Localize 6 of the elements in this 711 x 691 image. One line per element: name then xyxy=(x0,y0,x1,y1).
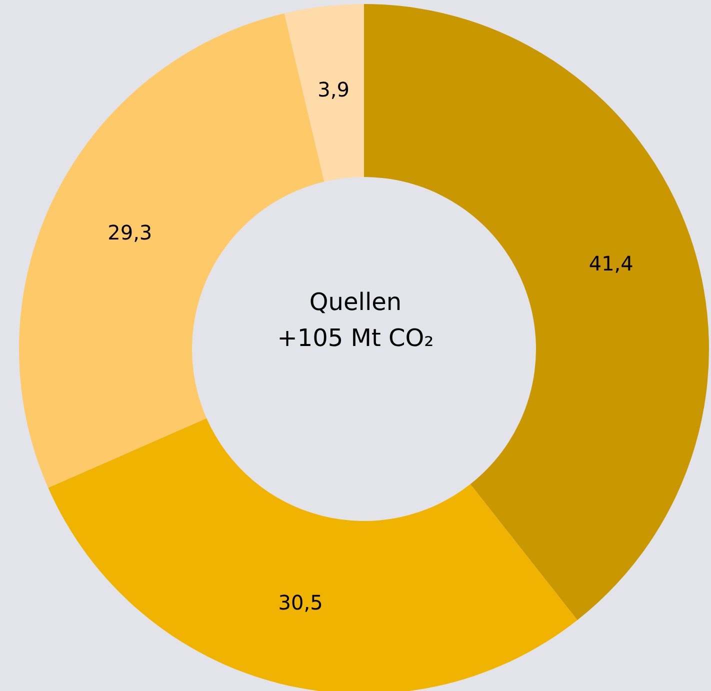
text: Quellen xyxy=(309,288,402,316)
text: +105 Mt CO₂ xyxy=(277,324,434,352)
data-label: 30,5 xyxy=(278,590,323,615)
data-label: 3,9 xyxy=(318,77,350,102)
data-label: 41,4 xyxy=(588,251,634,276)
data-label: 29,3 xyxy=(108,220,152,244)
